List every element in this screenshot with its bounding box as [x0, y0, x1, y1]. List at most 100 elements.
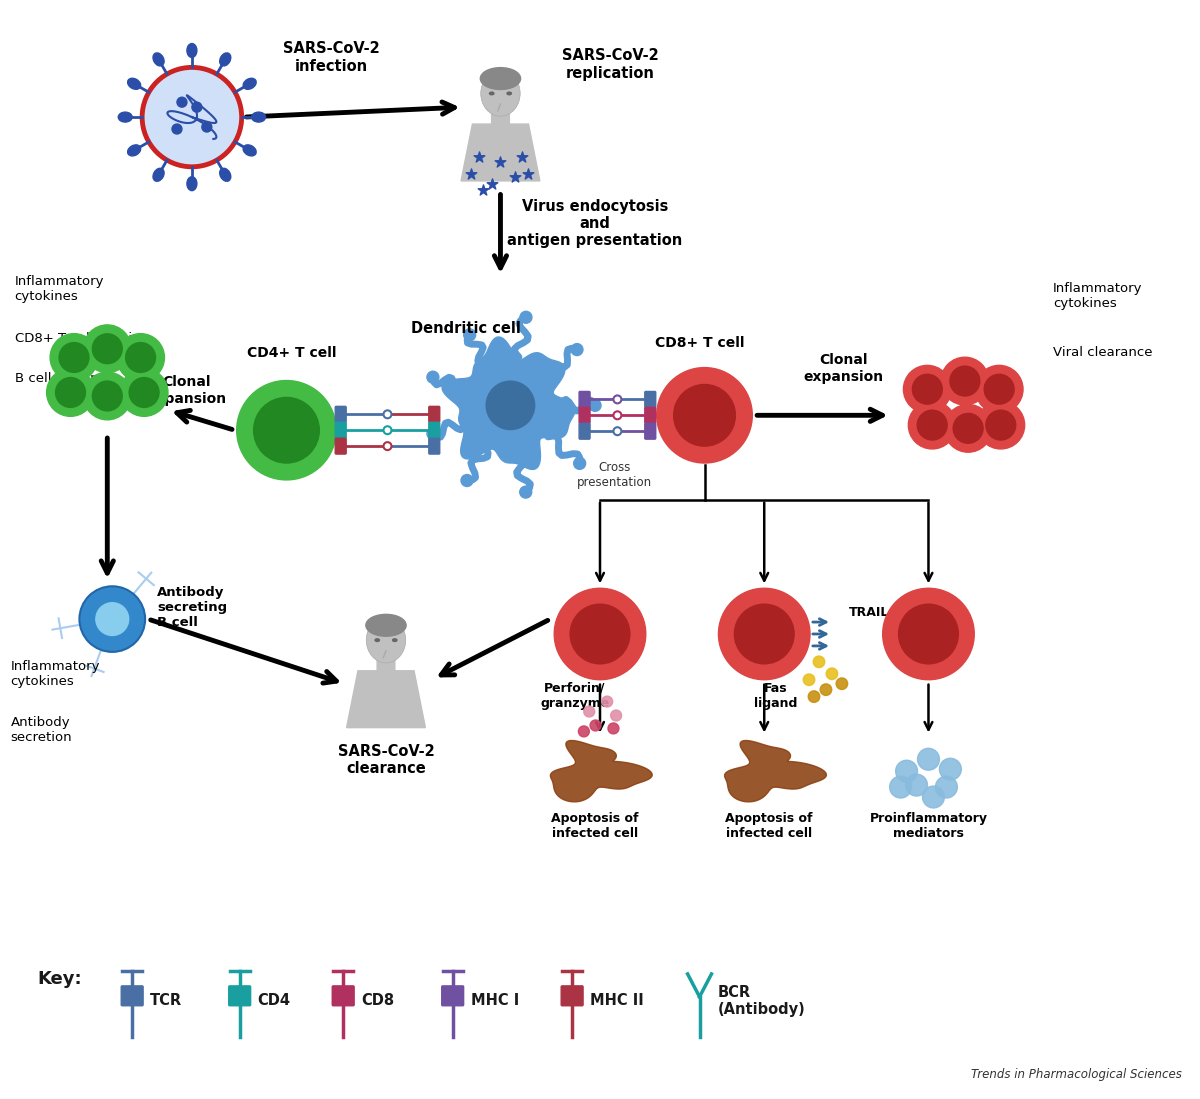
- Circle shape: [96, 602, 128, 635]
- Circle shape: [673, 385, 736, 446]
- Circle shape: [950, 366, 979, 396]
- Text: CD4+ T cell: CD4+ T cell: [247, 346, 336, 359]
- Circle shape: [172, 124, 182, 134]
- FancyBboxPatch shape: [377, 653, 395, 674]
- Circle shape: [895, 761, 918, 782]
- FancyBboxPatch shape: [442, 986, 463, 1006]
- FancyBboxPatch shape: [332, 986, 354, 1006]
- Circle shape: [613, 428, 622, 435]
- Text: B cell priming: B cell priming: [14, 373, 107, 385]
- Text: Key:: Key:: [37, 970, 83, 988]
- Circle shape: [384, 442, 391, 451]
- Text: Antibody
secreting
B cell: Antibody secreting B cell: [157, 586, 227, 629]
- Circle shape: [92, 334, 122, 364]
- Point: [491, 153, 510, 170]
- Text: Fas
ligand: Fas ligand: [755, 681, 798, 710]
- Circle shape: [826, 668, 838, 679]
- Circle shape: [986, 410, 1015, 440]
- Ellipse shape: [127, 78, 140, 89]
- Ellipse shape: [490, 92, 494, 95]
- Circle shape: [554, 588, 646, 679]
- Text: Perforin/
granzyme: Perforin/ granzyme: [540, 681, 610, 710]
- Circle shape: [384, 426, 391, 434]
- Text: Clonal
expansion: Clonal expansion: [804, 354, 884, 384]
- Text: TCR: TCR: [150, 993, 182, 1008]
- Text: Apoptosis of
infected cell: Apoptosis of infected cell: [726, 812, 812, 840]
- Polygon shape: [551, 741, 652, 802]
- Text: Virus endocytosis
and
antigen presentation: Virus endocytosis and antigen presentati…: [508, 199, 683, 248]
- Circle shape: [601, 696, 613, 707]
- Circle shape: [836, 678, 847, 689]
- FancyBboxPatch shape: [428, 407, 439, 422]
- Point: [473, 181, 492, 199]
- Circle shape: [589, 399, 601, 411]
- Circle shape: [803, 674, 815, 686]
- Circle shape: [608, 723, 619, 734]
- Circle shape: [520, 311, 532, 323]
- Ellipse shape: [252, 112, 265, 122]
- Circle shape: [461, 475, 473, 487]
- FancyBboxPatch shape: [229, 986, 251, 1006]
- Polygon shape: [725, 741, 827, 802]
- Circle shape: [820, 684, 832, 696]
- Circle shape: [904, 365, 952, 413]
- Ellipse shape: [481, 70, 520, 116]
- Polygon shape: [442, 337, 575, 469]
- Point: [505, 168, 524, 186]
- Point: [512, 148, 532, 166]
- Circle shape: [236, 380, 336, 480]
- Circle shape: [611, 710, 622, 721]
- Circle shape: [590, 720, 601, 731]
- Circle shape: [202, 122, 212, 132]
- FancyBboxPatch shape: [428, 439, 439, 454]
- Text: Inflammatory
cytokines: Inflammatory cytokines: [1052, 282, 1142, 310]
- Ellipse shape: [220, 53, 230, 66]
- FancyBboxPatch shape: [335, 407, 346, 422]
- Circle shape: [120, 368, 168, 417]
- Circle shape: [899, 604, 959, 664]
- Circle shape: [176, 97, 187, 107]
- Circle shape: [917, 410, 947, 440]
- Circle shape: [883, 588, 974, 679]
- Point: [518, 165, 538, 182]
- Point: [482, 175, 502, 192]
- Ellipse shape: [127, 145, 140, 156]
- Circle shape: [613, 411, 622, 420]
- Point: [461, 165, 480, 182]
- Ellipse shape: [480, 68, 521, 89]
- Circle shape: [92, 381, 122, 411]
- Circle shape: [940, 758, 961, 780]
- FancyBboxPatch shape: [580, 423, 590, 440]
- Circle shape: [50, 334, 98, 381]
- Text: Trends in Pharmacological Sciences: Trends in Pharmacological Sciences: [972, 1068, 1182, 1080]
- Circle shape: [977, 401, 1025, 449]
- Circle shape: [889, 776, 912, 798]
- Circle shape: [814, 656, 824, 667]
- Text: CD8+ T cell priming: CD8+ T cell priming: [14, 332, 149, 345]
- Ellipse shape: [366, 618, 406, 663]
- FancyBboxPatch shape: [121, 986, 143, 1006]
- Circle shape: [944, 404, 992, 452]
- Circle shape: [142, 67, 241, 167]
- Circle shape: [613, 396, 622, 403]
- Circle shape: [571, 344, 583, 356]
- Text: CD8+ T cell: CD8+ T cell: [655, 335, 744, 349]
- Circle shape: [116, 334, 164, 381]
- Circle shape: [486, 381, 535, 430]
- Ellipse shape: [154, 53, 164, 66]
- FancyBboxPatch shape: [580, 391, 590, 408]
- Circle shape: [192, 102, 202, 112]
- Circle shape: [908, 401, 956, 449]
- Circle shape: [384, 410, 391, 419]
- Circle shape: [918, 748, 940, 770]
- Circle shape: [574, 457, 586, 469]
- Text: Cross
presentation: Cross presentation: [577, 460, 653, 489]
- Circle shape: [427, 428, 439, 440]
- Ellipse shape: [187, 44, 197, 57]
- Circle shape: [578, 726, 589, 736]
- Circle shape: [906, 774, 928, 796]
- Polygon shape: [461, 124, 540, 181]
- Text: Apoptosis of
infected cell: Apoptosis of infected cell: [551, 812, 638, 840]
- FancyBboxPatch shape: [428, 422, 439, 439]
- FancyBboxPatch shape: [644, 391, 655, 408]
